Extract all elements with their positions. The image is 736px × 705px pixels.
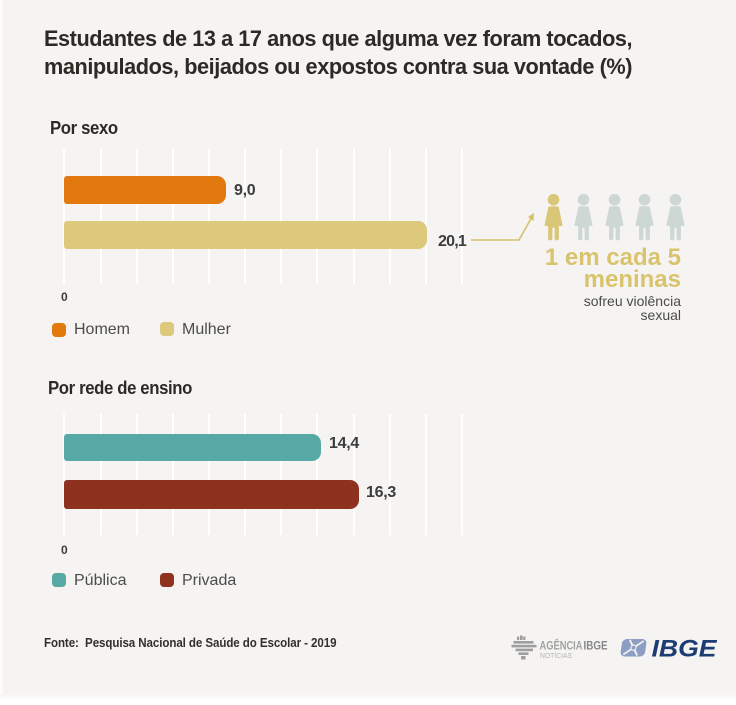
svg-text:AGÊNCIA: AGÊNCIA: [540, 640, 583, 653]
svg-text:IBGE: IBGE: [584, 641, 608, 653]
svg-text:NOTÍCIAS: NOTÍCIAS: [540, 651, 572, 660]
svg-text:IBGE: IBGE: [652, 636, 718, 661]
